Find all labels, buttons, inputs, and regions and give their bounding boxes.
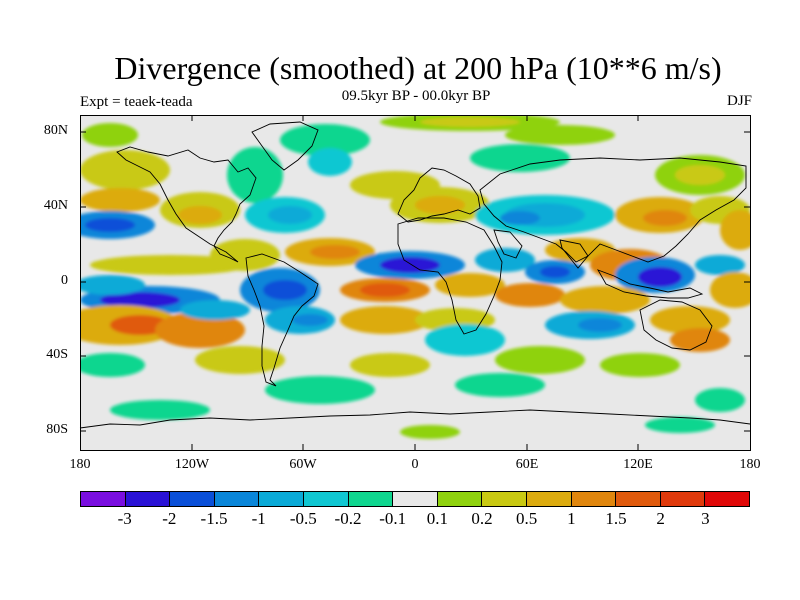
colorbar-label: -0.5 bbox=[289, 509, 317, 528]
lon-label-120w: 120W bbox=[174, 457, 210, 472]
coast-antarctica bbox=[79, 409, 751, 429]
coastlines bbox=[79, 121, 751, 429]
colorbar-label: 1.5 bbox=[605, 509, 627, 528]
coast-australia bbox=[639, 299, 713, 351]
lat-label-eq: 0 bbox=[61, 273, 68, 288]
coast-south-america bbox=[245, 253, 319, 387]
lon-label-60e: 60E bbox=[515, 457, 539, 472]
period-label: 09.5kyr BP - 00.0kyr BP bbox=[341, 88, 491, 104]
coast-greenland bbox=[251, 121, 319, 171]
colorbar-label: 0.5 bbox=[516, 509, 538, 528]
map-frame bbox=[80, 115, 751, 451]
colorbar-box bbox=[482, 492, 527, 506]
colorbar-label: 3 bbox=[701, 509, 710, 528]
colorbar-box bbox=[259, 492, 304, 506]
colorbar-label: -0.1 bbox=[379, 509, 407, 528]
colorbar-box bbox=[571, 492, 617, 506]
coast-africa bbox=[397, 217, 503, 335]
colorbar-box bbox=[660, 492, 706, 506]
coast-asia bbox=[479, 157, 747, 263]
colorbar-box bbox=[705, 492, 749, 506]
colorbar-box bbox=[437, 492, 483, 506]
experiment-label: Expt = teaek-teada bbox=[80, 94, 193, 110]
colorbar-box bbox=[303, 492, 349, 506]
colorbar-box bbox=[125, 492, 171, 506]
lon-label-180w: 180 bbox=[69, 457, 91, 472]
lat-label-80n: 80N bbox=[43, 123, 68, 138]
colorbar-box bbox=[348, 492, 394, 506]
colorbar-label: -0.2 bbox=[334, 509, 362, 528]
season-label: DJF bbox=[726, 93, 752, 109]
colorbar-label: 0.1 bbox=[426, 509, 448, 528]
coast-north-america bbox=[116, 146, 257, 263]
coast-europe bbox=[397, 167, 481, 223]
lon-label-120e: 120E bbox=[623, 457, 653, 472]
coast-arabia bbox=[493, 229, 523, 259]
colorbar-box bbox=[81, 492, 126, 506]
lon-label-60w: 60W bbox=[289, 457, 317, 472]
lat-label-80s: 80S bbox=[46, 422, 68, 437]
field-layer bbox=[80, 115, 750, 450]
colorbar-box bbox=[616, 492, 661, 506]
colorbar-box bbox=[393, 492, 438, 506]
colorbar-label: -1 bbox=[251, 509, 266, 528]
colorbar-box bbox=[170, 492, 215, 506]
colorbar-label: -2 bbox=[162, 509, 177, 528]
lon-label-180e: 180 bbox=[739, 457, 761, 472]
coast-indonesia bbox=[596, 269, 704, 299]
color-legend bbox=[80, 491, 750, 507]
lon-label-0: 0 bbox=[411, 457, 419, 472]
coast-india bbox=[559, 239, 589, 269]
lat-label-40n: 40N bbox=[43, 198, 68, 213]
colorbar-label: 2 bbox=[656, 509, 665, 528]
colorbar-box bbox=[214, 492, 260, 506]
lat-label-40s: 40S bbox=[46, 347, 68, 362]
page-title: Divergence (smoothed) at 200 hPa (10**6 … bbox=[114, 50, 722, 86]
divergence-map bbox=[79, 115, 751, 451]
colorbar-box bbox=[526, 492, 572, 506]
colorbar-label: 0.2 bbox=[471, 509, 493, 528]
colorbar-label: -3 bbox=[117, 509, 132, 528]
colorbar-label: -1.5 bbox=[200, 509, 228, 528]
colorbar-label: 1 bbox=[567, 509, 576, 528]
